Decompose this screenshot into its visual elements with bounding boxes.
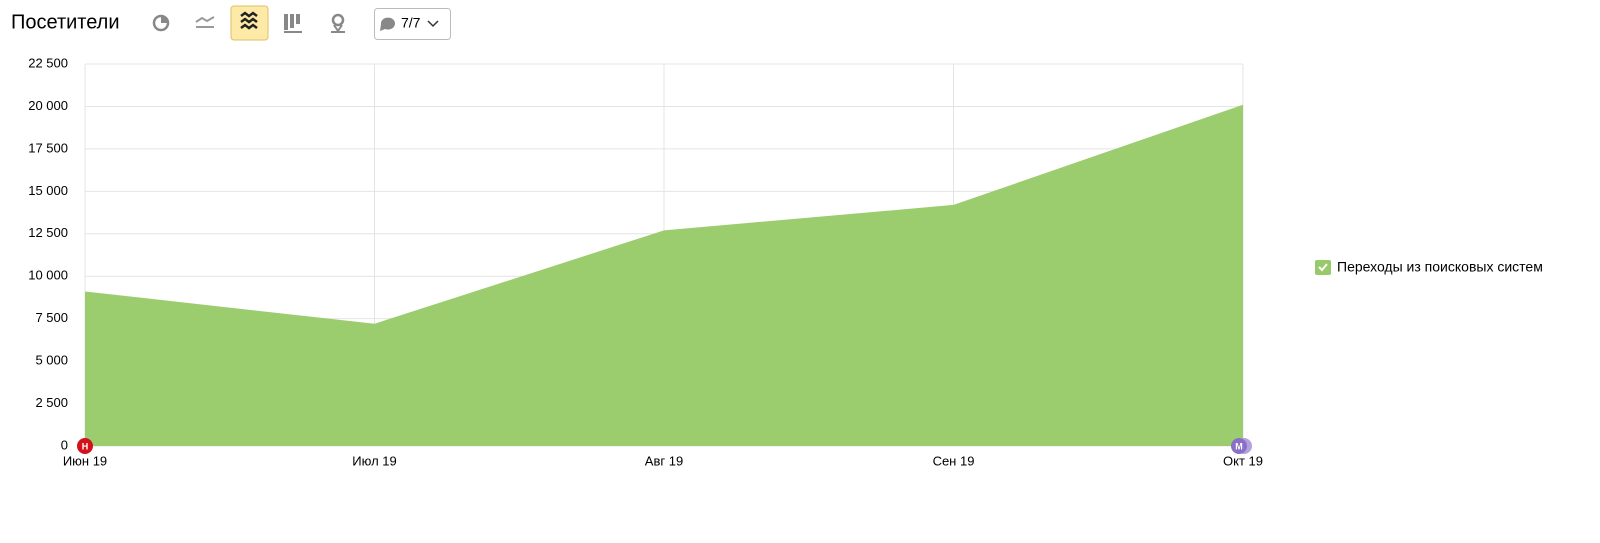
y-tick-label: 10 000: [28, 268, 68, 283]
annotation-label: М: [1235, 441, 1243, 451]
x-tick-label: Авг 19: [645, 453, 683, 468]
y-tick-label: 20 000: [28, 98, 68, 113]
y-tick-label: 15 000: [28, 183, 68, 198]
y-tick-label: 22 500: [28, 55, 68, 70]
y-tick-label: 7 500: [35, 310, 68, 325]
x-tick-label: Июн 19: [63, 453, 107, 468]
y-tick-label: 2 500: [35, 395, 68, 410]
legend-check: [1318, 263, 1328, 272]
x-tick-label: Окт 19: [1223, 453, 1263, 468]
annotation-label: Н: [82, 441, 89, 451]
line-button[interactable]: [195, 16, 215, 28]
x-tick-label: Сен 19: [933, 453, 975, 468]
area: [85, 104, 1243, 446]
bars-button[interactable]: [284, 14, 302, 33]
area-button[interactable]: [230, 5, 269, 41]
chart-title: Посетители: [11, 11, 120, 33]
y-tick-label: 0: [61, 437, 68, 452]
legend[interactable]: Переходы из поисковых систем: [1315, 259, 1543, 275]
map-button[interactable]: [331, 13, 345, 33]
pie-button[interactable]: [152, 14, 170, 32]
annotation-marker: [1231, 438, 1247, 454]
comments-dropdown[interactable]: 7/7: [374, 8, 451, 40]
comments-counter: 7/7: [401, 15, 421, 31]
legend-label: Переходы из поисковых систем: [1337, 259, 1543, 275]
y-tick-label: 17 500: [28, 140, 68, 155]
plot: 0 2 500 5 000 7 500 10 000 12 500 15 000 17 500…: [28, 55, 1263, 468]
x-tick-label: Июл 19: [352, 453, 396, 468]
annotation-marker: [77, 438, 93, 454]
y-tick-label: 5 000: [35, 353, 68, 368]
toolbar: 7/7: [152, 5, 451, 41]
y-tick-label: 12 500: [28, 225, 68, 240]
